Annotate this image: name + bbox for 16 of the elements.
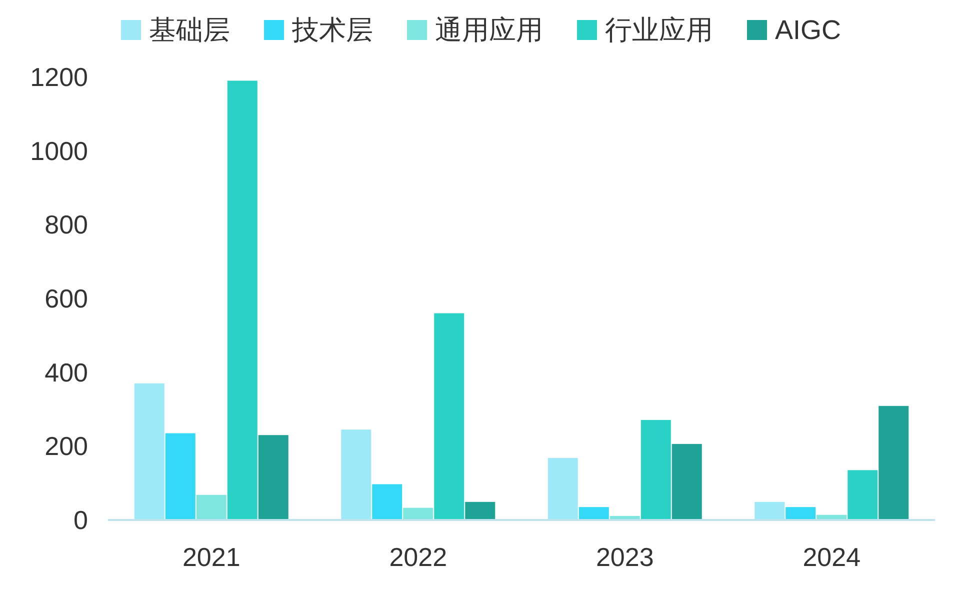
y-tick-label: 200 [44, 431, 88, 462]
y-tick-label: 1000 [30, 136, 88, 166]
y-tick-label: 1200 [30, 62, 88, 92]
x-tick-label: 2023 [596, 542, 654, 572]
legend-label: 通用应用 [435, 15, 543, 45]
x-tick-label: 2021 [182, 542, 240, 572]
legend-label: 行业应用 [605, 15, 713, 45]
legend-label: 基础层 [149, 15, 230, 45]
y-tick-label: 0 [74, 505, 88, 535]
x-tick-label: 2022 [389, 542, 448, 572]
x-tick-label: 2024 [802, 542, 861, 572]
y-tick-label: 600 [44, 284, 88, 314]
legend-label: 技术层 [291, 15, 373, 45]
y-tick-label: 400 [44, 357, 88, 388]
legend-label: AIGC [775, 15, 842, 45]
y-tick-label: 800 [44, 210, 88, 240]
